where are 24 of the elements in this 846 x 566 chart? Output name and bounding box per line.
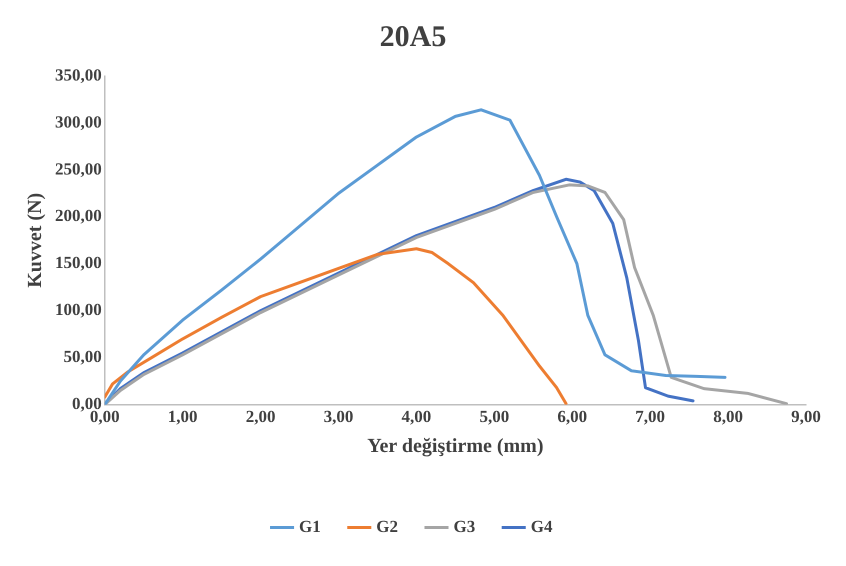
x-tick-label: 1,00 — [168, 407, 198, 426]
legend-label: G4 — [530, 516, 553, 536]
x-axis-title: Yer değiştirme (mm) — [367, 435, 544, 458]
legend-label: G2 — [376, 516, 398, 536]
legend-label: G3 — [454, 516, 476, 536]
x-tick-label: 9,00 — [791, 407, 821, 426]
x-tick-label: 7,00 — [635, 407, 666, 426]
chart-title: 20A5 — [380, 20, 446, 53]
y-tick-label: 200,00 — [55, 206, 102, 226]
y-tick-label: 0,00 — [72, 394, 102, 413]
x-tick-label: 4,00 — [402, 407, 432, 426]
x-tick-label: 2,00 — [246, 407, 276, 426]
y-tick-label: 50,00 — [64, 347, 102, 366]
y-tick-label: 100,00 — [55, 300, 102, 320]
x-tick-label: 3,00 — [324, 407, 354, 426]
y-axis-title: Kuvvet (N) — [24, 192, 46, 288]
x-tick-label: 8,00 — [713, 407, 743, 426]
legend-label: G1 — [299, 516, 321, 536]
y-tick-label: 250,00 — [55, 159, 102, 178]
y-tick-label: 300,00 — [55, 112, 102, 132]
x-tick-label: 5,00 — [479, 407, 510, 426]
y-tick-label: 150,00 — [55, 253, 102, 272]
x-tick-label: 6,00 — [557, 407, 588, 426]
y-tick-label: 350,00 — [55, 65, 102, 84]
